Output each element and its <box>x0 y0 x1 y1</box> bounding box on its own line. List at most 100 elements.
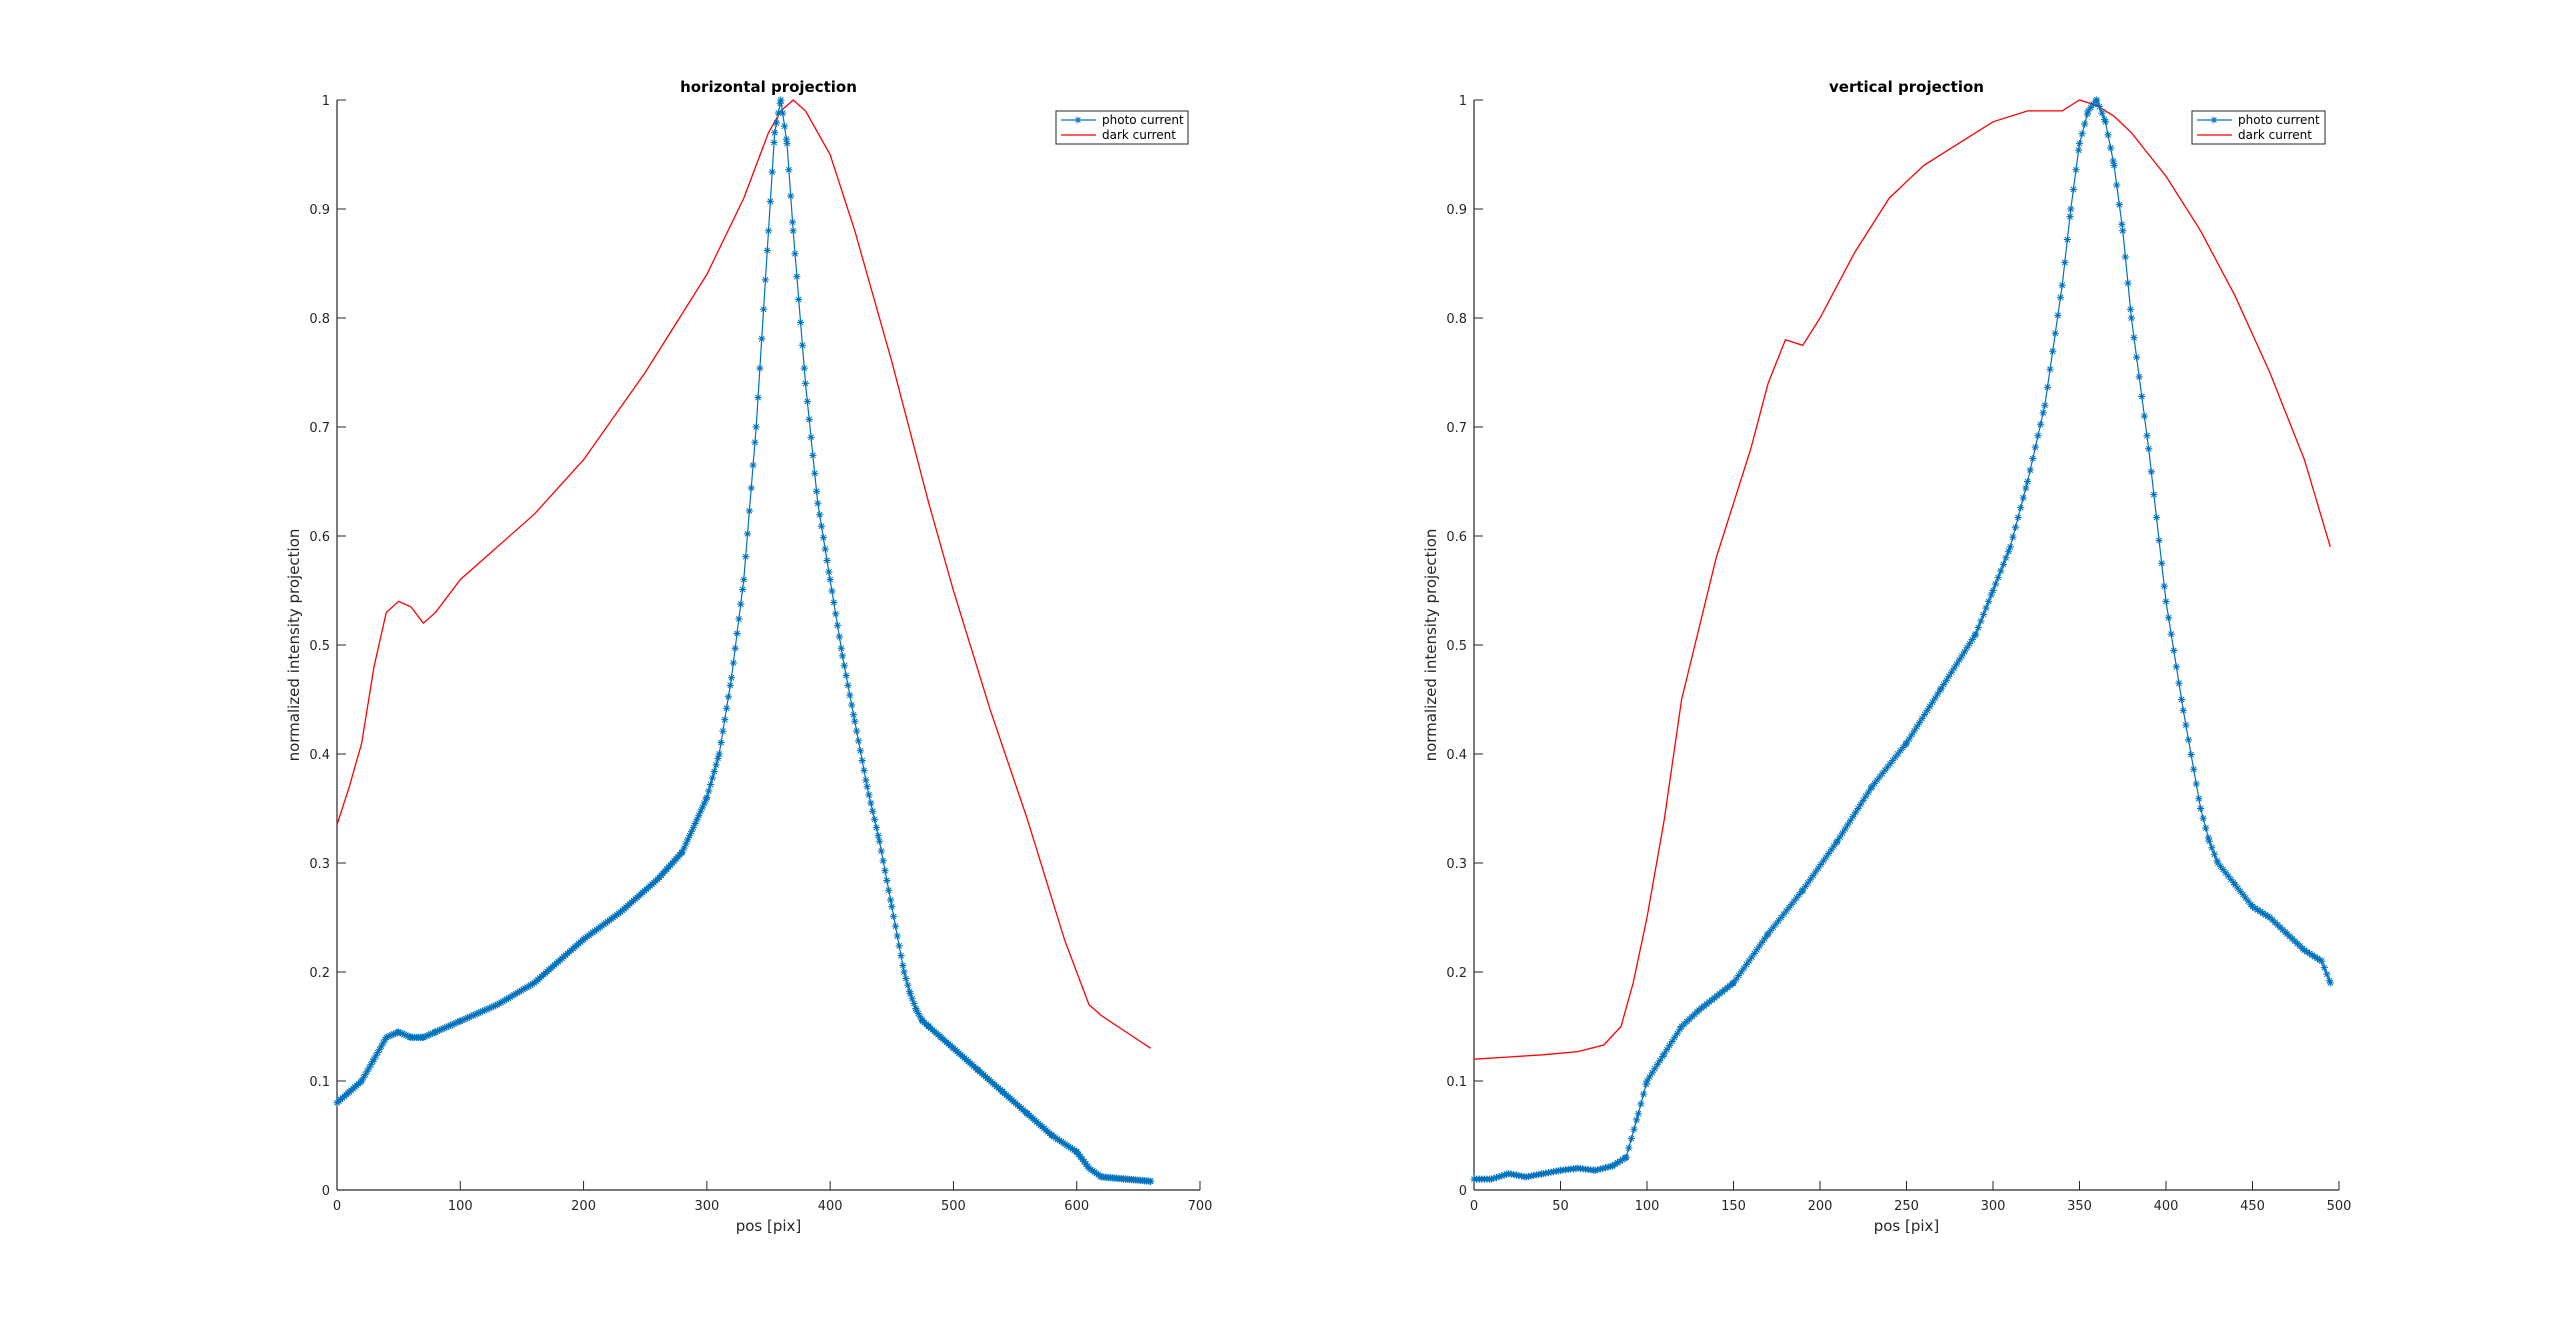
horizontal-projection-plot: 0 100 200 300 400 500 600 700 0 0.1 0.2 0.3 0.4 0.5 0.… <box>285 78 1212 1235</box>
data-point-marker <box>1870 779 1879 788</box>
data-point-marker <box>2222 869 2230 877</box>
data-point-marker <box>1899 743 1907 752</box>
chart-title: vertical projection <box>1829 78 1984 96</box>
data-point-marker <box>747 484 755 492</box>
data-point-marker <box>1742 960 1751 969</box>
y-tick-label: 0 <box>322 1184 330 1199</box>
data-point-marker <box>1601 1164 1610 1172</box>
data-point-marker <box>2118 220 2126 228</box>
data-point-marker <box>700 799 708 807</box>
data-point-marker <box>702 795 710 803</box>
data-point-marker <box>439 1025 447 1033</box>
data-point-marker <box>443 1023 451 1031</box>
data-point-marker <box>780 122 789 130</box>
data-point-marker <box>1836 833 1844 841</box>
data-point-marker <box>776 99 784 107</box>
data-point-marker <box>1994 573 2002 582</box>
data-point-marker <box>367 1061 375 1069</box>
legend-entry-label: dark current <box>1102 128 1176 142</box>
data-point-marker <box>2069 185 2078 193</box>
data-point-marker <box>910 1000 918 1008</box>
data-point-marker <box>817 522 826 530</box>
data-point-marker <box>2063 235 2071 244</box>
data-point-marker <box>842 671 850 680</box>
data-point-marker <box>739 585 747 594</box>
data-point-marker <box>1878 770 1886 778</box>
data-point-marker <box>844 681 852 689</box>
data-point-marker <box>432 1028 440 1036</box>
x-tick-label: 250 <box>1894 1199 1919 1214</box>
data-point-marker <box>2219 865 2227 874</box>
data-point-marker <box>1934 690 1942 698</box>
data-point-marker <box>2197 804 2205 813</box>
data-point-marker <box>499 997 507 1006</box>
data-point-marker <box>853 727 861 735</box>
data-point-marker <box>697 807 705 815</box>
data-point-marker <box>2199 814 2207 822</box>
data-point-marker <box>893 932 901 940</box>
data-point-marker <box>2051 329 2059 337</box>
data-point-marker <box>771 129 779 137</box>
x-tick-label: 50 <box>1552 1199 1569 1214</box>
legend-box <box>1055 110 1189 145</box>
data-point-marker <box>2119 227 2127 235</box>
data-point-marker <box>1883 763 1892 771</box>
data-point-marker <box>374 1049 382 1057</box>
data-point-marker <box>1799 886 1807 894</box>
data-point-marker <box>2208 844 2216 852</box>
data-point-marker <box>779 109 787 117</box>
data-point-marker <box>705 787 713 795</box>
data-point-marker <box>1753 946 1761 954</box>
data-point-marker <box>379 1039 387 1047</box>
data-point-marker <box>2244 897 2252 905</box>
photo-current-series <box>333 96 1155 1185</box>
data-point-marker <box>856 747 864 755</box>
data-point-marker <box>521 984 529 992</box>
y-tick-label: 0.5 <box>1446 639 1467 654</box>
x-tick-label: 350 <box>2067 1199 2092 1214</box>
data-point-marker <box>793 272 801 281</box>
data-point-marker <box>2323 970 2331 978</box>
data-point-marker <box>885 886 893 894</box>
data-point-marker <box>2058 281 2066 289</box>
data-point-marker <box>1945 672 1953 680</box>
data-point-marker <box>1769 923 1777 931</box>
y-tick-label: 0.2 <box>309 966 330 981</box>
data-point-marker <box>1627 1135 1636 1143</box>
data-point-marker <box>726 681 734 689</box>
data-point-marker <box>828 587 836 595</box>
data-point-marker <box>464 1014 472 1022</box>
data-point-marker <box>1634 1110 1642 1118</box>
data-point-marker <box>2303 948 2311 956</box>
y-tick-label: 0.3 <box>1446 857 1467 872</box>
data-point-marker <box>1750 949 1758 958</box>
data-point-marker <box>480 1006 488 1015</box>
data-point-marker <box>1886 760 1894 768</box>
data-point-marker <box>2158 559 2166 567</box>
y-tick-label: 0.7 <box>1446 421 1467 436</box>
data-point-marker <box>1918 714 1926 723</box>
data-point-marker <box>835 633 843 641</box>
data-point-marker <box>825 568 833 576</box>
data-point-marker <box>811 469 819 477</box>
data-point-marker <box>906 988 914 996</box>
data-point-marker <box>785 166 793 174</box>
data-point-marker <box>2320 964 2328 972</box>
y-tick-label: 0.3 <box>309 857 330 872</box>
data-point-marker <box>452 1019 460 1027</box>
data-point-marker <box>382 1033 390 1041</box>
data-point-marker <box>791 250 799 258</box>
data-point-marker <box>1764 930 1772 938</box>
data-point-marker <box>2056 293 2065 301</box>
data-point-marker <box>1905 735 1913 743</box>
data-point-marker <box>904 981 912 989</box>
data-point-marker <box>504 994 512 1002</box>
data-point-marker <box>1910 727 1918 735</box>
data-point-marker <box>2002 554 2010 562</box>
data-point-marker <box>752 423 760 431</box>
data-point-marker <box>1740 964 1748 972</box>
data-point-marker <box>807 433 815 441</box>
data-point-marker <box>860 766 868 774</box>
data-point-marker <box>1966 640 1974 648</box>
data-point-marker <box>2300 946 2308 954</box>
